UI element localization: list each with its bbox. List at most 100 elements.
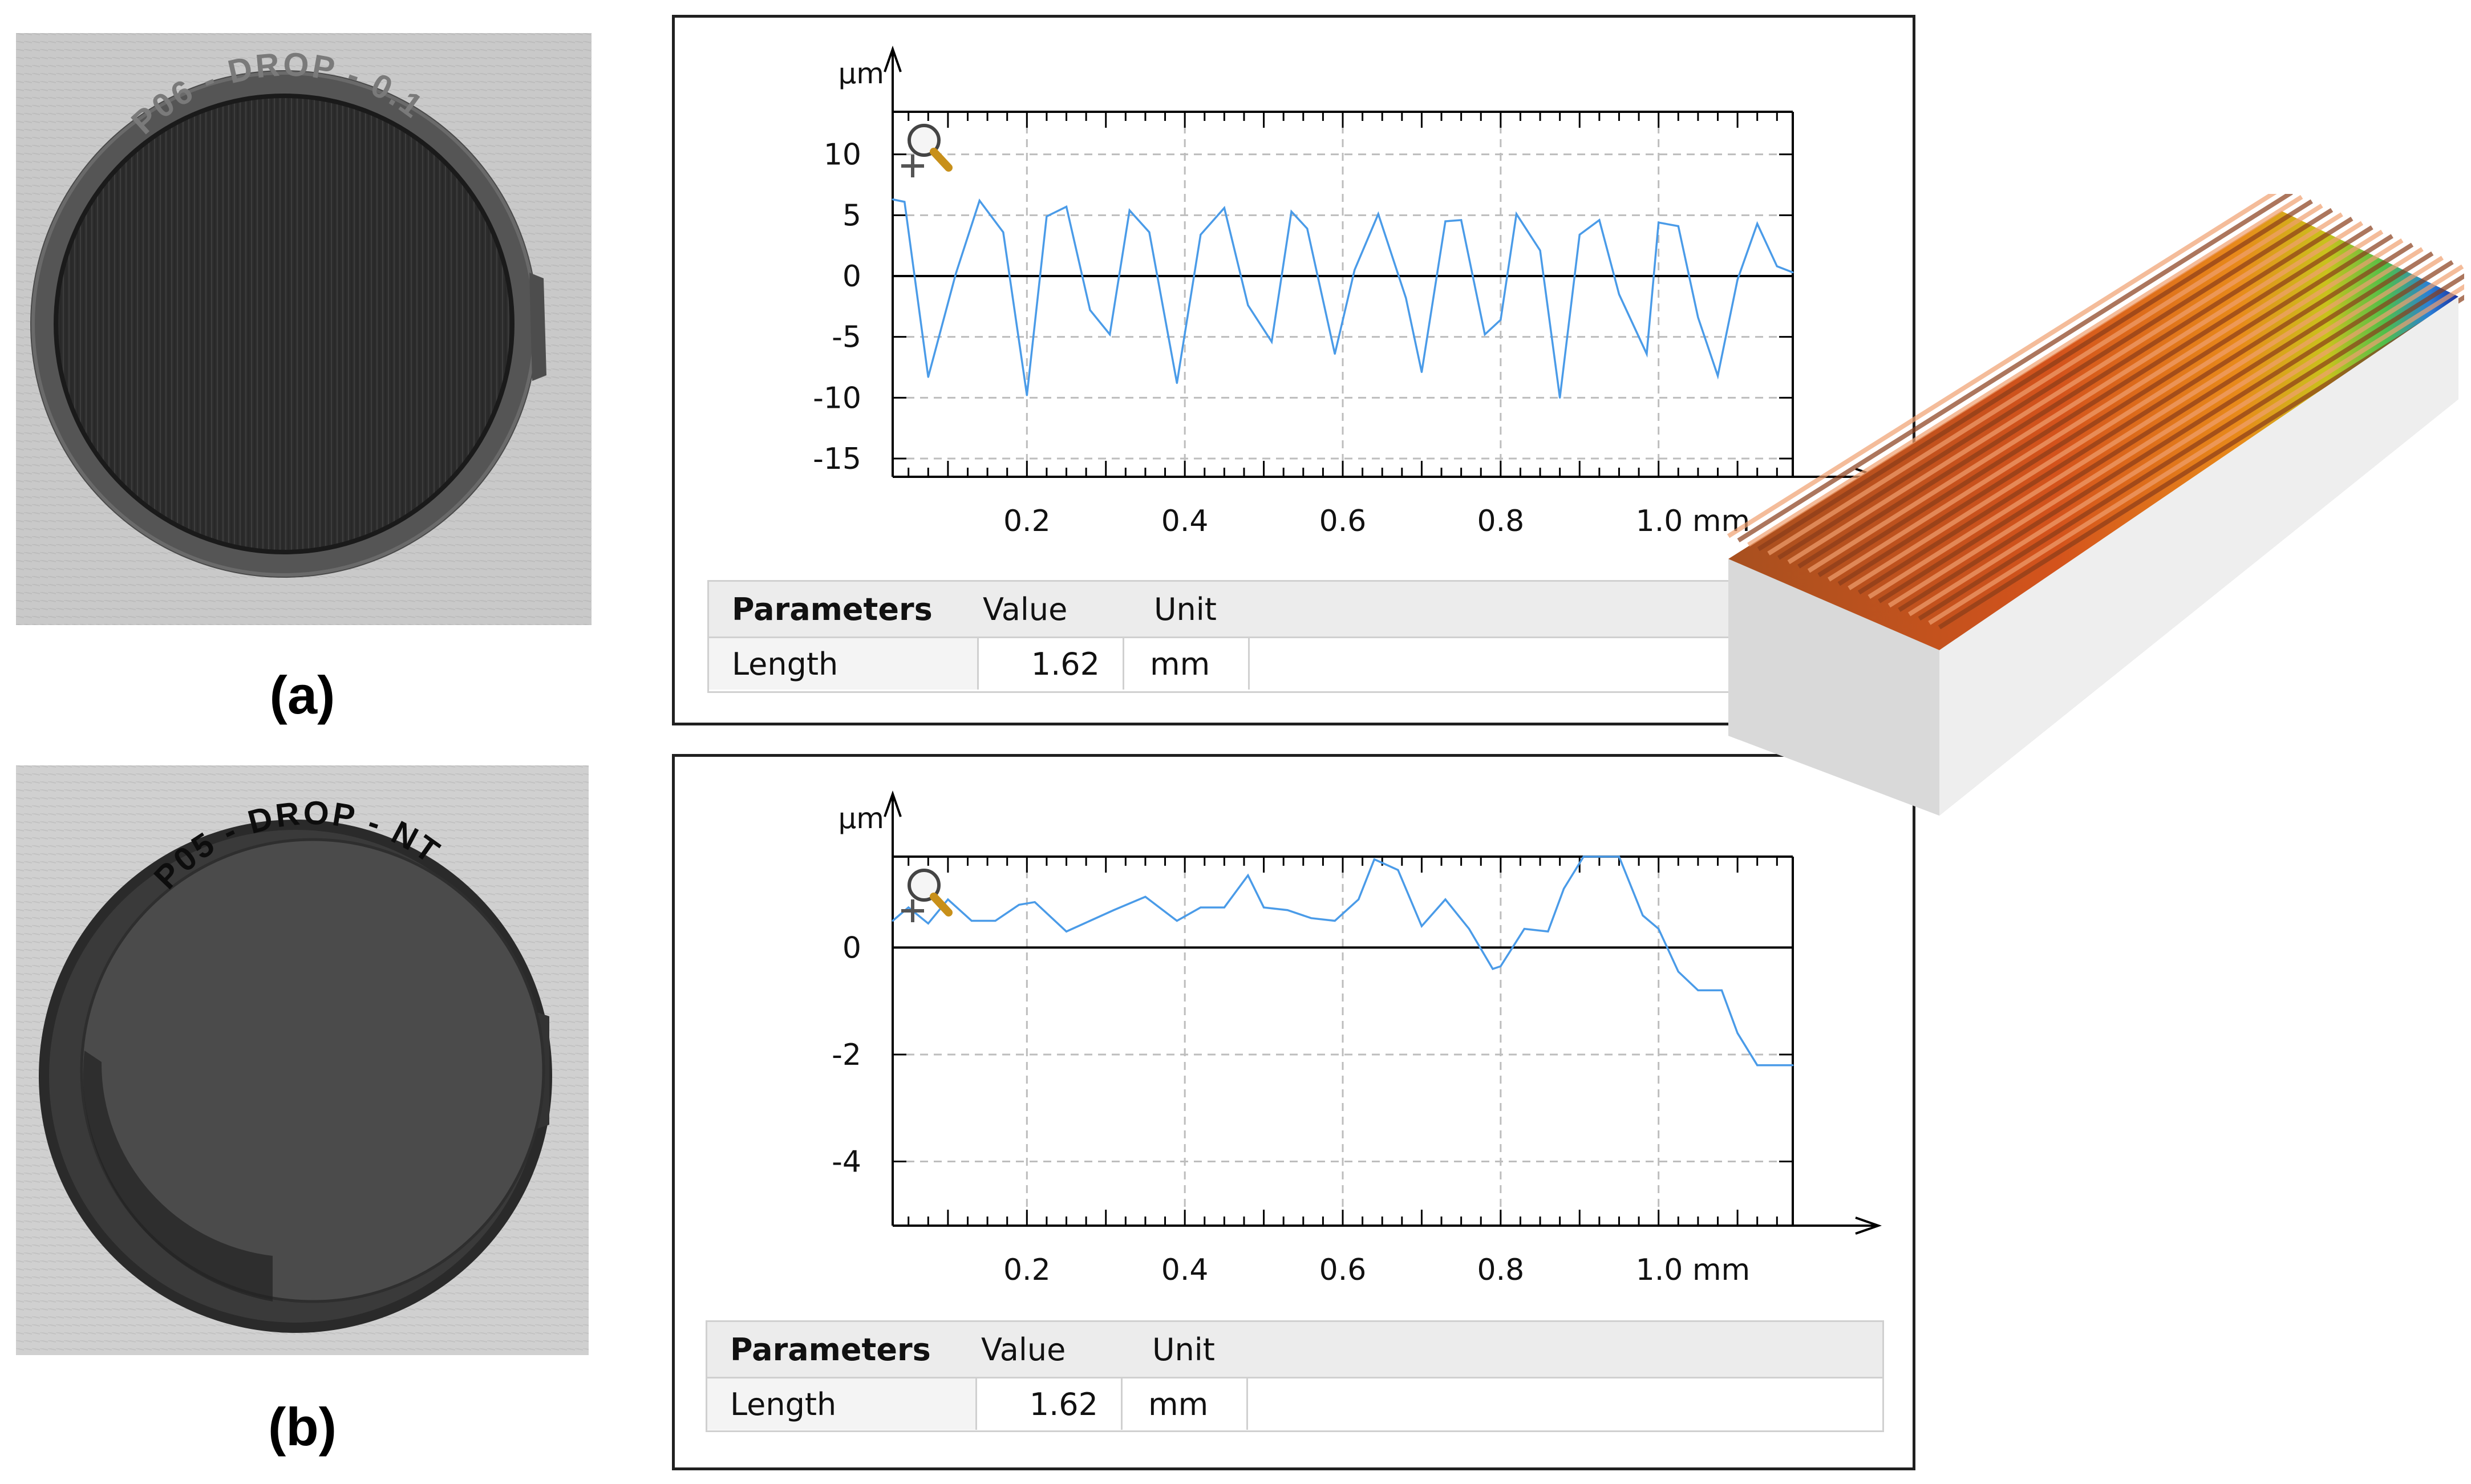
surface-ridge <box>1747 194 2303 547</box>
profile-point <box>1792 271 1794 274</box>
profile-chart-b: µm 0 -2 -4 0.2 0.4 0.6 0.8 1.0 mm <box>832 790 1882 1287</box>
profile-point <box>1720 989 1723 991</box>
profile-point <box>1563 887 1565 890</box>
profile-point <box>970 920 973 922</box>
profile-point <box>1500 965 1502 967</box>
y-tick-label: 10 <box>824 138 861 172</box>
profile-point <box>1263 906 1265 909</box>
profile-point <box>1792 1064 1794 1067</box>
profile-panel-b: µm 0 -2 -4 0.2 0.4 0.6 0.8 1.0 mm Parameters Val… <box>672 754 1915 1470</box>
profile-point <box>892 198 894 201</box>
profile-line <box>892 855 1793 1067</box>
table-row: Length 1.62 mm <box>709 638 1883 690</box>
profile-point <box>1310 917 1313 919</box>
profile-point <box>1523 928 1525 930</box>
profile-point <box>927 376 929 378</box>
profile-point <box>904 201 906 203</box>
surface-ridge <box>1928 279 2471 625</box>
profile-point <box>1066 930 1068 932</box>
y-tick-label: -15 <box>813 442 861 476</box>
sample-photo-a: P06 - DROP - 0.1 <box>16 33 592 625</box>
x-tick-label: 0.2 <box>1003 504 1051 538</box>
x-tick-label: 0.8 <box>1477 504 1524 538</box>
surface-ridge <box>1918 269 2471 621</box>
profile-point <box>1026 394 1028 396</box>
profile-point <box>1776 1064 1778 1067</box>
surface-ridge <box>1797 216 2353 569</box>
profile-point <box>1200 906 1202 909</box>
profile-point <box>1420 925 1423 927</box>
profile-point <box>1658 928 1660 930</box>
profile-point <box>1559 396 1561 399</box>
profile-point <box>947 898 949 901</box>
surface-ridge <box>1898 260 2454 612</box>
surface-ridge <box>1908 264 2464 617</box>
profile-point <box>927 922 929 925</box>
x-tick-label: 0.4 <box>1161 504 1209 538</box>
profile-point <box>1354 269 1356 271</box>
caption-a: (a) <box>269 665 335 725</box>
profile-point <box>1334 353 1336 355</box>
surface-ridge <box>1878 251 2434 603</box>
profile-point <box>1578 233 1581 236</box>
y-tick-label: -5 <box>832 321 861 355</box>
profile-point <box>1756 1064 1759 1067</box>
profile-point <box>1270 340 1273 343</box>
profile-point <box>1736 278 1739 281</box>
zoom-pan-icon <box>901 124 953 177</box>
surface-ridge <box>1817 225 2373 577</box>
y-unit-label: µm <box>838 57 884 90</box>
profile-point <box>1358 898 1360 901</box>
row-value: 1.62 <box>975 1378 1123 1430</box>
profile-point <box>1046 215 1048 217</box>
profile-point <box>1492 968 1494 970</box>
profile-point <box>955 273 957 275</box>
x-tick-label: 0.2 <box>1003 1253 1051 1287</box>
profile-point <box>1113 909 1115 911</box>
y-axis-arrow <box>884 790 902 817</box>
caption-b: (b) <box>268 1397 337 1457</box>
profile-point <box>1547 930 1549 932</box>
profile-point <box>1066 205 1068 208</box>
profile-point <box>1444 898 1447 901</box>
profile-point <box>1776 265 1778 267</box>
profile-point <box>1334 920 1336 922</box>
header-parameters: Parameters <box>732 591 933 627</box>
profile-point <box>1290 210 1293 213</box>
profile-panel-a: µm 10 5 0 -5 -10 -15 0.2 0.4 0.6 0.8 1.0 mm Paramet… <box>672 15 1915 725</box>
surface-ridge <box>1727 186 2283 538</box>
profile-point <box>1484 333 1486 335</box>
profile-point <box>1697 989 1699 991</box>
surface-ridge <box>1848 238 2404 590</box>
profile-point <box>1582 855 1585 858</box>
profile-point <box>1247 874 1249 877</box>
profile-point <box>1286 909 1289 911</box>
x-tick-label: 0.6 <box>1319 504 1367 538</box>
y-tick-label: -4 <box>832 1145 861 1179</box>
surface-ridge <box>1868 247 2424 599</box>
profile-point <box>1677 225 1679 228</box>
header-unit: Unit <box>1154 591 1217 627</box>
profile-point <box>1539 249 1541 252</box>
profile-point <box>1736 1032 1739 1034</box>
profile-point <box>1176 920 1178 922</box>
profile-point <box>1002 231 1004 233</box>
y-tick-label: 0 <box>842 931 861 965</box>
profile-point <box>1717 375 1719 377</box>
x-tick-label: 1.0 mm <box>1636 1253 1751 1287</box>
surface-topography-render <box>1727 186 2471 816</box>
sample-b-disc-image: P05 - DROP - NT <box>16 765 589 1355</box>
zoom-pan-icon <box>901 869 953 922</box>
profile-point <box>1677 971 1679 973</box>
profile-point <box>1500 319 1502 321</box>
row-parameter-name: Length <box>730 1386 837 1422</box>
profile-point <box>1444 220 1447 222</box>
parameters-table-header: Parameters Value Unit <box>707 1322 1882 1378</box>
profile-point <box>1373 858 1375 861</box>
profile-point <box>1034 901 1036 903</box>
surface-ridge <box>1887 256 2444 608</box>
profile-point <box>1144 895 1147 898</box>
profile-point <box>1658 221 1660 224</box>
profile-point <box>1148 231 1151 233</box>
header-value: Value <box>983 591 1068 627</box>
